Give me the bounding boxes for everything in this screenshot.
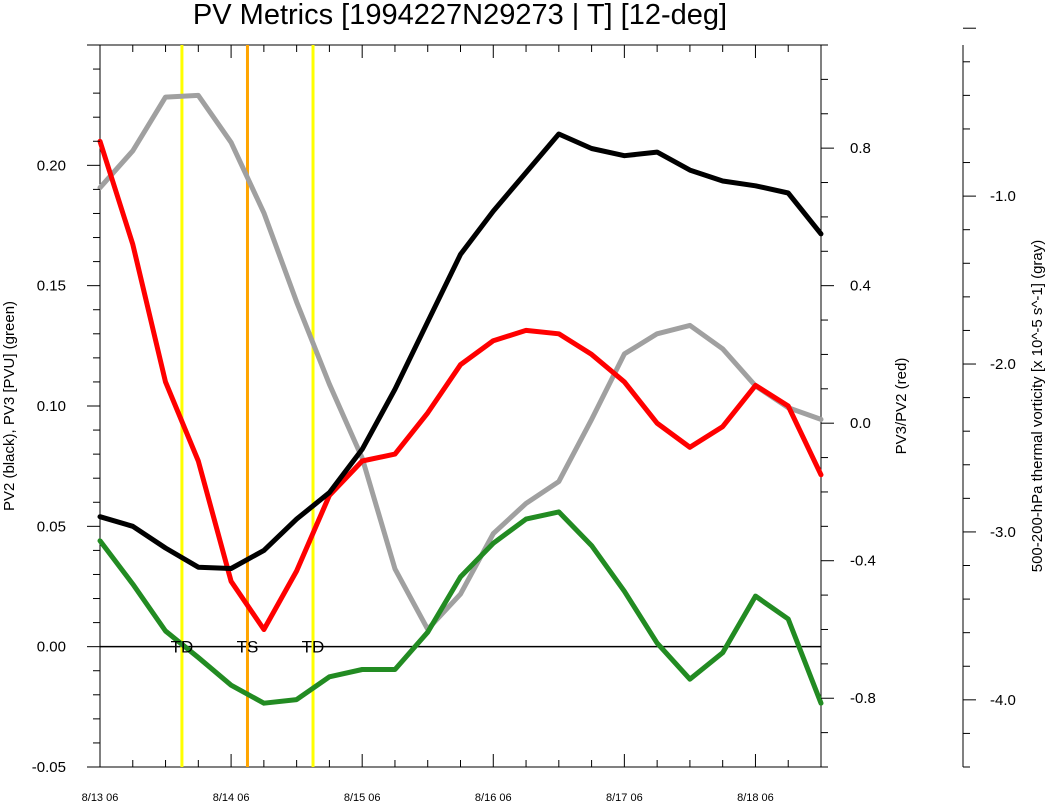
series-line xyxy=(97,509,824,706)
right-axis: -0.8 -0.4 0.0 0.4 0.8 xyxy=(821,44,876,768)
x-tick-label: 8/13 06 xyxy=(82,792,119,804)
series-line xyxy=(97,92,824,632)
right-tick-label: 0.4 xyxy=(850,278,871,295)
right-tick-label: 0.8 xyxy=(850,140,871,157)
event-label: TS xyxy=(237,638,259,657)
x-tick-label: 8/15 06 xyxy=(344,792,381,804)
x-tick-label: 8/18 06 xyxy=(737,792,774,804)
right-tick-label: -0.8 xyxy=(850,690,876,707)
far-right-tick-label: -3.0 xyxy=(990,524,1016,541)
event-labels: TD TS TD xyxy=(171,638,325,657)
far-right-tick-label: -2.0 xyxy=(990,356,1016,373)
plot-area: TD TS TD xyxy=(97,44,824,768)
left-tick-label: -0.05 xyxy=(32,759,66,776)
right-tick-label: -0.4 xyxy=(850,553,876,570)
far-right-axis-label: 500-200-hPa thermal vorticity [x 10^-5 s… xyxy=(1029,240,1045,573)
series-lines xyxy=(97,92,824,706)
left-tick-label: 0.00 xyxy=(37,639,66,656)
far-right-tick-label: -1.0 xyxy=(990,188,1016,205)
event-label: TD xyxy=(171,638,194,657)
left-axis-label: PV2 (black), PV3 [PVU] (green) xyxy=(1,301,18,511)
series-line xyxy=(97,131,824,571)
chart-title: PV Metrics [1994227N29273 | T] [12-deg] xyxy=(193,0,727,31)
x-tick-label: 8/14 06 xyxy=(213,792,250,804)
right-axis-label: PV3/PV2 (red) xyxy=(893,358,910,455)
x-tick-label: 8/16 06 xyxy=(475,792,512,804)
left-tick-label: 0.15 xyxy=(37,278,66,295)
left-tick-label: 0.20 xyxy=(37,157,66,174)
right-tick-label: 0.0 xyxy=(850,415,871,432)
event-label: TD xyxy=(302,638,325,657)
x-tick-label: 8/17 06 xyxy=(606,792,643,804)
left-tick-label: 0.05 xyxy=(37,518,66,535)
left-tick-label: 0.10 xyxy=(37,398,66,415)
series-line xyxy=(97,138,824,632)
far-right-tick-label: -4.0 xyxy=(990,692,1016,709)
x-axis: 8/13 06 8/14 06 8/15 06 8/16 06 8/17 06 8/18 … xyxy=(82,45,822,804)
left-axis: -0.05 0.00 0.05 0.10 0.15 0.20 xyxy=(32,44,100,776)
far-right-axis: -4.0 -3.0 -2.0 -1.0 xyxy=(962,27,1016,768)
